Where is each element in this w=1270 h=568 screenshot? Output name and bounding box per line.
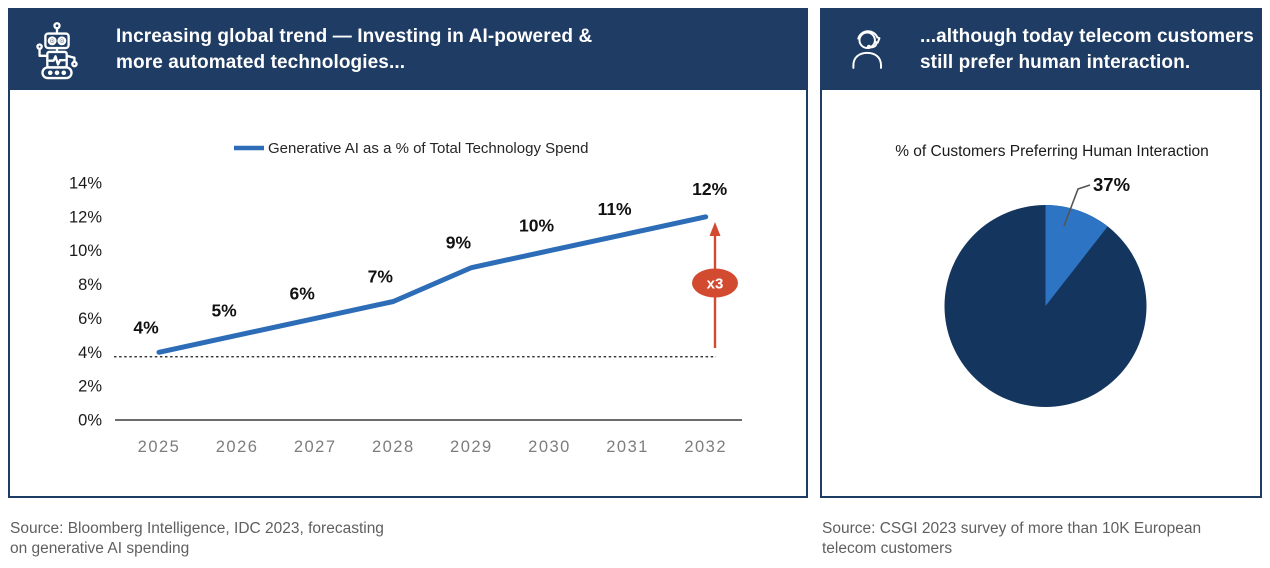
growth-arrow-head bbox=[709, 222, 721, 236]
data-point-label: 10% bbox=[519, 216, 554, 236]
y-tick-label: 6% bbox=[78, 310, 102, 328]
line-series bbox=[156, 214, 709, 355]
line-chart: Generative AI as a % of Total Technology… bbox=[10, 90, 806, 496]
x-tick-label: 2027 bbox=[294, 438, 337, 456]
left-panel-title: Increasing global trend — Investing in A… bbox=[116, 26, 593, 73]
right-source-note: Source: CSGI 2023 survey of more than 10… bbox=[822, 520, 1202, 558]
left-panel-header: Increasing global trend — Investing in A… bbox=[10, 10, 806, 90]
x-tick-label: 2025 bbox=[138, 438, 181, 456]
x-tick-label: 2029 bbox=[450, 438, 493, 456]
data-point-label: 4% bbox=[133, 317, 159, 337]
data-point-label: 7% bbox=[368, 267, 394, 287]
x-tick-label: 2026 bbox=[216, 438, 259, 456]
x-tick-label: 2032 bbox=[684, 438, 727, 456]
right-panel-header: ...although today telecom customers stil… bbox=[822, 10, 1260, 90]
y-tick-label: 2% bbox=[78, 378, 102, 396]
left-source-note: Source: Bloomberg Intelligence, IDC 2023… bbox=[10, 520, 384, 558]
data-point-label: 5% bbox=[211, 300, 237, 320]
right-chart-panel: ...although today telecom customers stil… bbox=[820, 8, 1262, 498]
x-tick-label: 2028 bbox=[372, 438, 415, 456]
data-point-label: 12% bbox=[692, 179, 727, 199]
data-point-label: 9% bbox=[446, 233, 472, 253]
x-tick-label: 2031 bbox=[606, 438, 649, 456]
data-point-label: 6% bbox=[290, 283, 316, 303]
pie-chart: % of Customers Preferring Human Interact… bbox=[822, 90, 1260, 496]
y-tick-label: 14% bbox=[69, 175, 102, 193]
y-tick-label: 10% bbox=[69, 242, 102, 260]
headset-agent-icon bbox=[842, 24, 894, 76]
pie-label-leader-line bbox=[1063, 184, 1091, 227]
pie-title: % of Customers Preferring Human Interact… bbox=[895, 143, 1209, 160]
y-tick-label: 12% bbox=[69, 208, 102, 226]
data-point-label: 11% bbox=[598, 199, 632, 219]
pie-slice-highlight bbox=[1045, 205, 1108, 306]
robot-icon bbox=[26, 19, 88, 81]
x-tick-label: 2030 bbox=[528, 438, 571, 456]
right-panel-title: ...although today telecom customers stil… bbox=[920, 26, 1254, 73]
pie-chart-svg: % of Customers Preferring Human Interact… bbox=[895, 143, 1209, 407]
left-chart-panel: Increasing global trend — Investing in A… bbox=[8, 8, 808, 498]
growth-badge-label: x3 bbox=[707, 276, 724, 293]
growth-badge bbox=[692, 268, 738, 298]
y-tick-label: 0% bbox=[78, 412, 102, 430]
y-tick-label: 4% bbox=[78, 344, 102, 362]
legend-label: Generative AI as a % of Total Technology… bbox=[268, 140, 589, 157]
pie-slice-label: 37% bbox=[1093, 174, 1130, 195]
line-chart-svg: Generative AI as a % of Total Technology… bbox=[69, 140, 742, 456]
y-tick-label: 8% bbox=[78, 276, 102, 294]
